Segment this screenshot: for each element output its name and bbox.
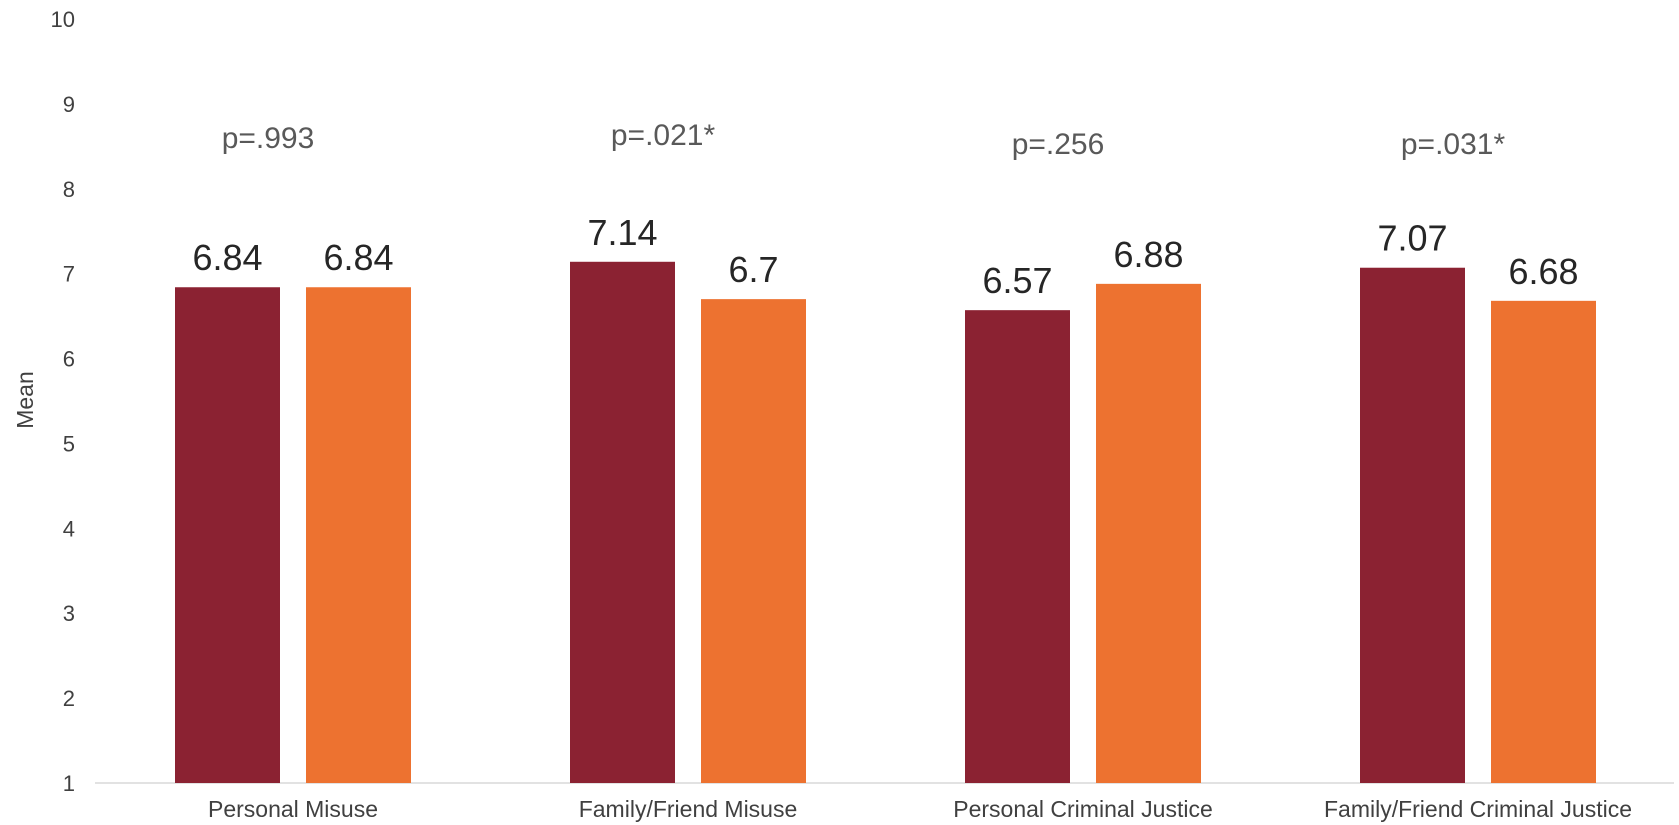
y-tick-label: 8: [63, 177, 75, 202]
bar-series-2-4: [1491, 300, 1596, 783]
p-value-annotation: p=.256: [1012, 128, 1105, 161]
data-label: 7.14: [587, 212, 657, 253]
bar-series-1-3: [965, 310, 1070, 783]
data-label: 6.84: [323, 237, 393, 278]
data-label: 6.68: [1508, 251, 1578, 292]
bar-series-1-2: [570, 261, 675, 783]
data-labels-group: 6.84 7.14 6.57 7.07 6.84 6.7 6.88 6.68: [192, 212, 1578, 301]
y-tick-label: 9: [63, 92, 75, 117]
x-category-label: Family/Friend Misuse: [579, 796, 798, 822]
bar-series-2-2: [701, 299, 806, 783]
data-label: 6.84: [192, 237, 262, 278]
x-axis-categories: Personal Misuse Family/Friend Misuse Perso…: [208, 796, 1632, 822]
y-tick-label: 7: [63, 262, 75, 287]
x-category-label: Personal Criminal Justice: [953, 796, 1212, 822]
y-tick-label: 1: [63, 771, 75, 796]
bar-series-1-1: [175, 287, 280, 783]
y-axis-title: Mean: [12, 371, 38, 429]
data-label: 6.88: [1113, 234, 1183, 275]
y-tick-label: 5: [63, 431, 75, 456]
data-label: 6.7: [728, 249, 778, 290]
bar-series-2-1: [306, 287, 411, 783]
p-value-annotation: p=.031*: [1401, 128, 1506, 161]
p-value-annotation: p=.993: [222, 122, 315, 155]
y-tick-label: 2: [63, 686, 75, 711]
data-label: 7.07: [1377, 218, 1447, 259]
bars-group: [175, 261, 1596, 783]
y-tick-label: 10: [51, 7, 75, 32]
y-tick-label: 4: [63, 516, 75, 541]
x-category-label: Personal Misuse: [208, 796, 378, 822]
y-tick-label: 6: [63, 347, 75, 372]
bar-series-2-3: [1096, 283, 1201, 783]
y-tick-label: 3: [63, 601, 75, 626]
p-value-annotation: p=.021*: [611, 119, 716, 152]
p-value-annotations: p=.993 p=.021* p=.256 p=.031*: [222, 119, 1506, 161]
bar-series-1-4: [1360, 267, 1465, 783]
y-axis: 1 2 3 4 5 6 7 8 9 10: [51, 7, 75, 796]
x-category-label: Family/Friend Criminal Justice: [1324, 796, 1632, 822]
data-label: 6.57: [982, 260, 1052, 301]
